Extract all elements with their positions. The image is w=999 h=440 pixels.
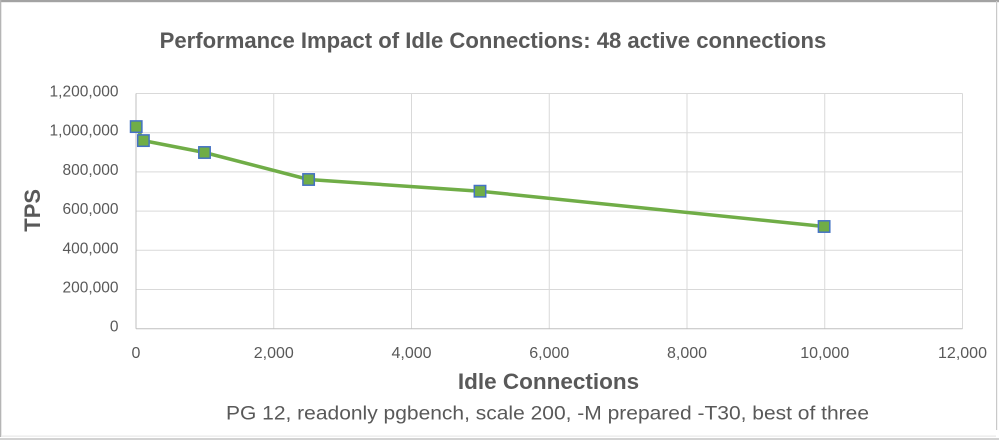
- svg-text:4,000: 4,000: [391, 345, 431, 362]
- svg-text:TPS: TPS: [20, 189, 45, 232]
- svg-text:12,000: 12,000: [938, 345, 987, 362]
- svg-text:8,000: 8,000: [667, 345, 707, 362]
- svg-text:200,000: 200,000: [62, 280, 118, 297]
- svg-text:Idle Connections: Idle Connections: [458, 369, 639, 394]
- svg-text:0: 0: [132, 345, 141, 362]
- svg-text:1,200,000: 1,200,000: [50, 84, 119, 101]
- svg-text:800,000: 800,000: [62, 162, 118, 179]
- svg-text:Performance Impact of Idle Con: Performance Impact of Idle Connections: …: [160, 28, 827, 53]
- svg-text:1,000,000: 1,000,000: [50, 123, 119, 140]
- svg-text:600,000: 600,000: [62, 201, 118, 218]
- svg-text:400,000: 400,000: [62, 240, 118, 257]
- svg-text:10,000: 10,000: [800, 345, 849, 362]
- svg-text:6,000: 6,000: [529, 345, 569, 362]
- svg-text:PG 12, readonly pgbench, scale: PG 12, readonly pgbench, scale 200, -M p…: [226, 403, 869, 425]
- svg-text:0: 0: [110, 319, 119, 336]
- svg-text:2,000: 2,000: [254, 345, 294, 362]
